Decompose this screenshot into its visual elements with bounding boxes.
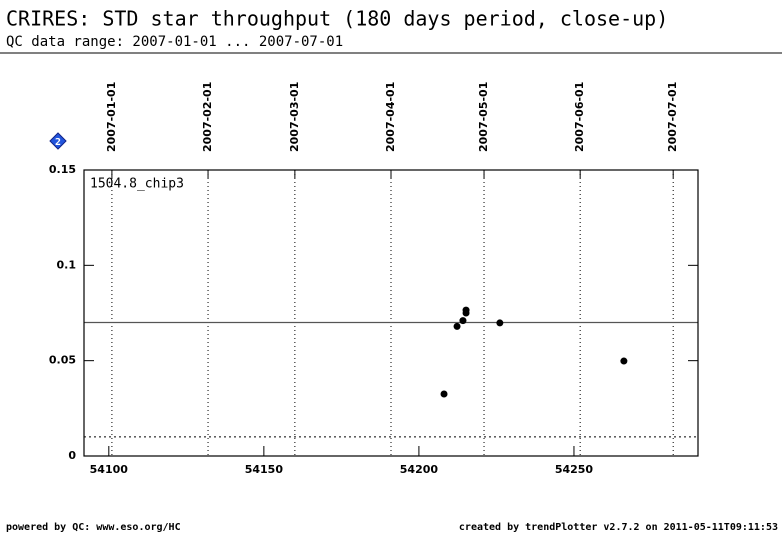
chart-subtitle: QC data range: 2007-01-01 ... 2007-07-01 xyxy=(6,34,343,50)
y-tick-label: 0 xyxy=(68,449,76,462)
date-label: 2007-03-01 xyxy=(288,82,301,152)
footer-right: created by trendPlotter v2.7.2 on 2011-0… xyxy=(459,522,778,533)
date-label: 2007-02-01 xyxy=(201,82,214,152)
date-label: 2007-05-01 xyxy=(477,82,490,152)
plot-frame xyxy=(83,169,699,457)
x-tick-label: 54150 xyxy=(245,463,284,476)
icon-diamond xyxy=(49,132,67,150)
icon-label: 2 xyxy=(55,137,61,148)
data-point xyxy=(440,390,448,398)
chart-title: CRIRES: STD star throughput (180 days pe… xyxy=(6,7,668,31)
footer-left: powered by QC: www.eso.org/HC xyxy=(6,522,181,533)
y-tick-label: 0.15 xyxy=(49,163,76,176)
date-label: 2007-04-01 xyxy=(384,82,397,152)
data-point xyxy=(620,357,628,365)
data-point xyxy=(453,322,461,330)
panel-label: 1504.8_chip3 xyxy=(90,177,184,192)
data-point xyxy=(459,317,467,325)
data-point xyxy=(462,309,470,317)
x-tick-label: 54200 xyxy=(400,463,439,476)
y-tick-label: 0.1 xyxy=(57,258,77,271)
icon: 2 xyxy=(49,132,67,150)
x-tick-label: 54100 xyxy=(90,463,129,476)
data-point xyxy=(496,319,504,327)
date-label: 2007-01-01 xyxy=(105,82,118,152)
x-tick-label: 54250 xyxy=(555,463,594,476)
y-tick-label: 0.05 xyxy=(49,354,76,367)
date-label: 2007-07-01 xyxy=(666,82,679,152)
date-label: 2007-06-01 xyxy=(573,82,586,152)
